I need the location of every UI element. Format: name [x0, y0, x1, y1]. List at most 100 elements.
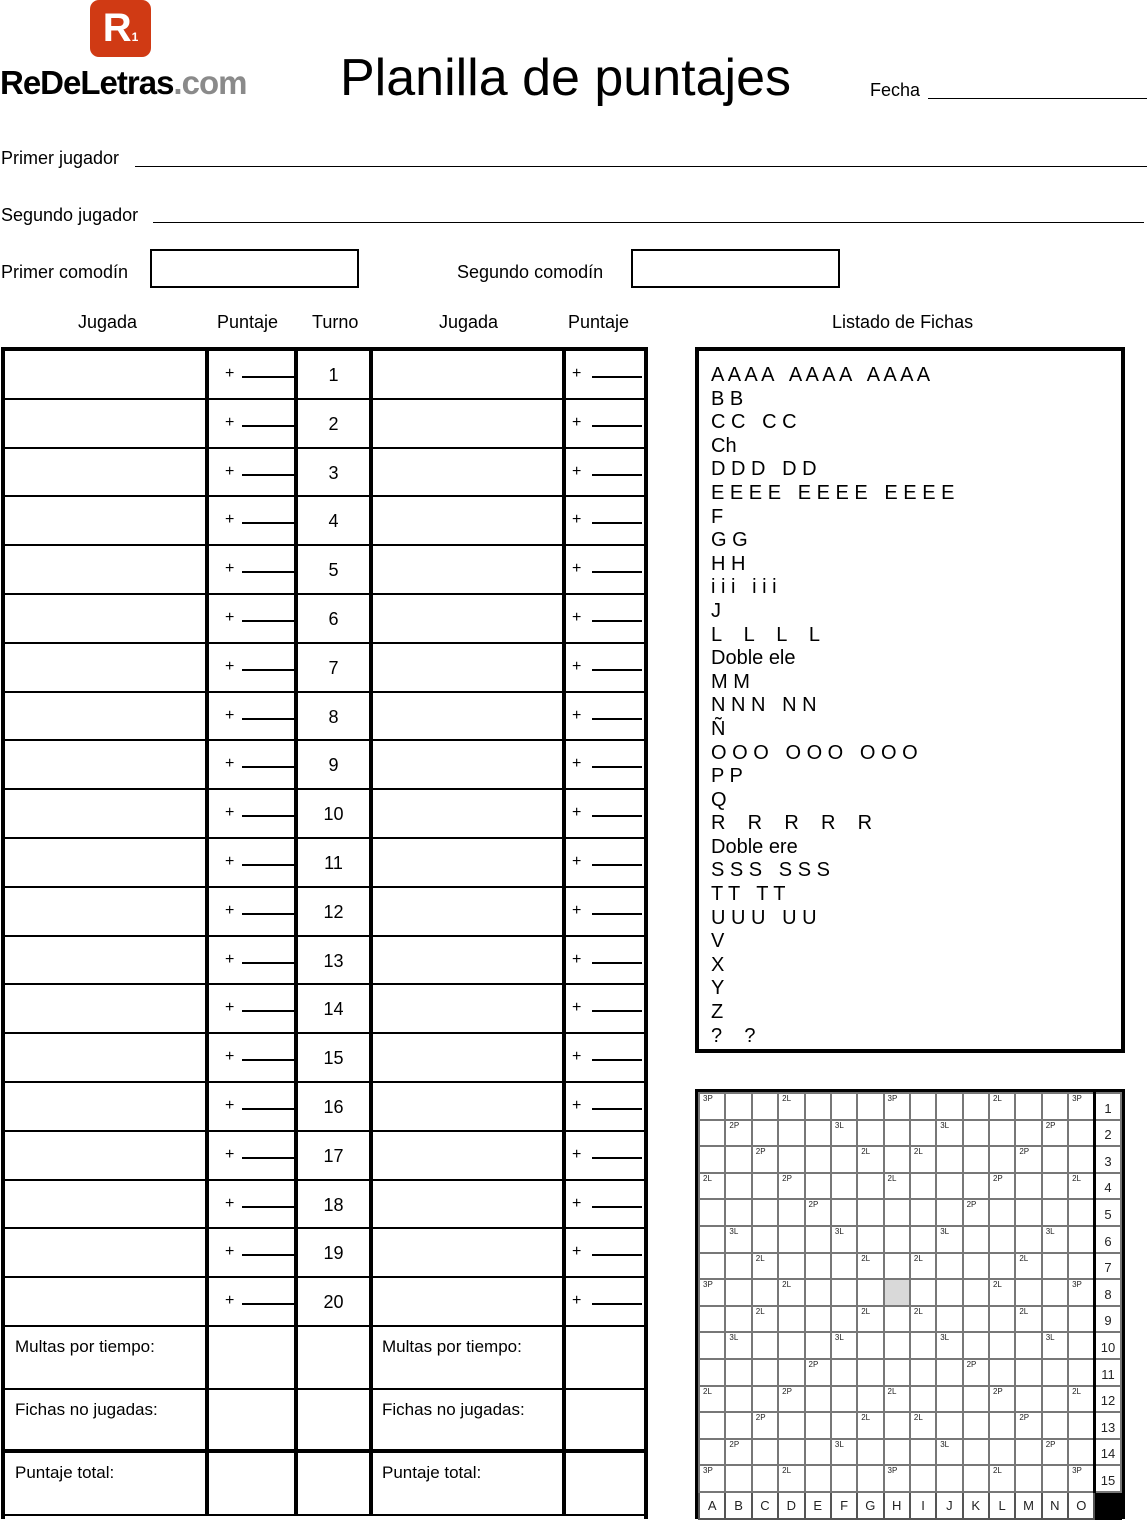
board-cell[interactable]: [829, 1251, 859, 1281]
board-cell[interactable]: [961, 1092, 990, 1121]
board-cell[interactable]: 2L: [1014, 1304, 1043, 1334]
board-cell[interactable]: 3L: [829, 1331, 859, 1360]
board-cell[interactable]: 3P: [1067, 1278, 1096, 1307]
jugada-1-cell[interactable]: [5, 790, 209, 837]
board-cell[interactable]: 2L: [1014, 1251, 1043, 1281]
board-cell[interactable]: [908, 1464, 938, 1493]
board-cell[interactable]: [935, 1145, 964, 1174]
board-cell[interactable]: 2L: [777, 1464, 806, 1493]
board-cell[interactable]: [1040, 1278, 1070, 1307]
turn-cell[interactable]: [298, 1034, 373, 1081]
puntaje-2-line[interactable]: [592, 1303, 642, 1306]
jugada-2-cell[interactable]: [373, 595, 566, 642]
jugada-2-cell[interactable]: [373, 643, 566, 691]
board-cell[interactable]: [829, 1304, 859, 1334]
board-cell[interactable]: 2P: [961, 1357, 990, 1387]
board-cell[interactable]: [777, 1145, 806, 1174]
fecha-field[interactable]: [928, 98, 1147, 99]
board-cell[interactable]: 2P: [1040, 1437, 1070, 1467]
board-cell[interactable]: 2P: [724, 1437, 753, 1467]
board-cell[interactable]: [1067, 1304, 1096, 1334]
board-cell[interactable]: [908, 1224, 938, 1254]
jugada-2-cell[interactable]: [373, 839, 566, 886]
puntaje-1-line[interactable]: [242, 376, 294, 378]
turn-cell[interactable]: [298, 936, 373, 984]
turn-cell[interactable]: [298, 595, 373, 642]
board-cell[interactable]: [697, 1304, 727, 1334]
puntaje-1-cell[interactable]: [209, 643, 298, 691]
board-cell[interactable]: 2L: [777, 1278, 806, 1307]
jugada-1-cell[interactable]: [5, 741, 209, 789]
footer-cell[interactable]: [298, 1453, 373, 1514]
board-cell[interactable]: [697, 1357, 727, 1387]
puntaje-1-cell[interactable]: [209, 351, 298, 398]
board-cell[interactable]: [697, 1251, 727, 1281]
turn-cell[interactable]: [298, 643, 373, 691]
board-cell[interactable]: 2L: [750, 1304, 780, 1334]
board-cell[interactable]: [724, 1092, 753, 1121]
player2-field[interactable]: [153, 222, 1144, 223]
puntaje-1-cell[interactable]: [209, 595, 298, 642]
jugada-1-cell[interactable]: [5, 448, 209, 496]
board-cell[interactable]: [777, 1437, 806, 1467]
puntaje-2-line[interactable]: [592, 766, 642, 769]
board-cell[interactable]: [1040, 1171, 1070, 1201]
jugada-1-cell[interactable]: [5, 985, 209, 1033]
puntaje-2-line[interactable]: [592, 668, 642, 671]
board-cell[interactable]: [987, 1251, 1017, 1281]
board-cell[interactable]: 2L: [908, 1251, 938, 1281]
puntaje-1-line[interactable]: [242, 815, 294, 818]
jugada-1-cell[interactable]: [5, 497, 209, 545]
jugada-2-cell[interactable]: [373, 351, 566, 398]
board-cell[interactable]: 3L: [724, 1331, 753, 1360]
board-cell[interactable]: [803, 1251, 832, 1281]
turn-cell[interactable]: [298, 1131, 373, 1179]
board-cell[interactable]: 2L: [987, 1278, 1017, 1307]
jugada-2-cell[interactable]: [373, 936, 566, 984]
turn-cell[interactable]: [298, 790, 373, 837]
board-cell[interactable]: [908, 1437, 938, 1467]
board-cell[interactable]: [803, 1331, 832, 1360]
board-cell[interactable]: [882, 1437, 911, 1467]
board-cell[interactable]: 2L: [697, 1384, 727, 1414]
board-cell[interactable]: 2L: [987, 1092, 1017, 1121]
jugada-1-cell[interactable]: [5, 546, 209, 593]
footer-cell[interactable]: [5, 1390, 209, 1449]
board-cell[interactable]: [803, 1224, 832, 1254]
board-cell[interactable]: [908, 1171, 938, 1201]
board-cell[interactable]: [829, 1278, 859, 1307]
board-cell[interactable]: 2L: [856, 1251, 885, 1281]
puntaje-1-line[interactable]: [242, 864, 294, 866]
board-cell[interactable]: 2P: [1014, 1411, 1043, 1440]
turn-cell[interactable]: [298, 839, 373, 886]
board-cell[interactable]: [856, 1464, 885, 1493]
board-cell[interactable]: [856, 1357, 885, 1387]
puntaje-1-line[interactable]: [242, 961, 294, 964]
board-cell[interactable]: 2P: [777, 1171, 806, 1201]
board-cell[interactable]: [987, 1331, 1017, 1360]
board-cell[interactable]: [750, 1118, 780, 1148]
board-cell[interactable]: [856, 1198, 885, 1227]
puntaje-1-line[interactable]: [242, 522, 294, 525]
jugada-1-cell[interactable]: [5, 839, 209, 886]
puntaje-1-line[interactable]: [242, 473, 294, 476]
board-cell[interactable]: [1040, 1251, 1070, 1281]
turn-cell[interactable]: [298, 1180, 373, 1228]
puntaje-1-line[interactable]: [242, 1108, 294, 1110]
board-cell[interactable]: 3L: [935, 1437, 964, 1467]
puntaje-1-line[interactable]: [242, 766, 294, 769]
puntaje-2-line[interactable]: [592, 620, 642, 622]
board-cell[interactable]: [1040, 1464, 1070, 1493]
board-cell[interactable]: 2L: [908, 1411, 938, 1440]
puntaje-1-cell[interactable]: [209, 1229, 298, 1277]
footer-cell[interactable]: [373, 1453, 566, 1514]
puntaje-2-line[interactable]: [592, 473, 642, 476]
board-cell[interactable]: [829, 1171, 859, 1201]
turn-cell[interactable]: [298, 1083, 373, 1130]
board-cell[interactable]: [1067, 1331, 1096, 1360]
board-cell[interactable]: [1014, 1464, 1043, 1493]
board-cell[interactable]: [1014, 1384, 1043, 1414]
jugada-2-cell[interactable]: [373, 790, 566, 837]
board-cell[interactable]: [961, 1464, 990, 1493]
board-cell[interactable]: 3L: [829, 1118, 859, 1148]
